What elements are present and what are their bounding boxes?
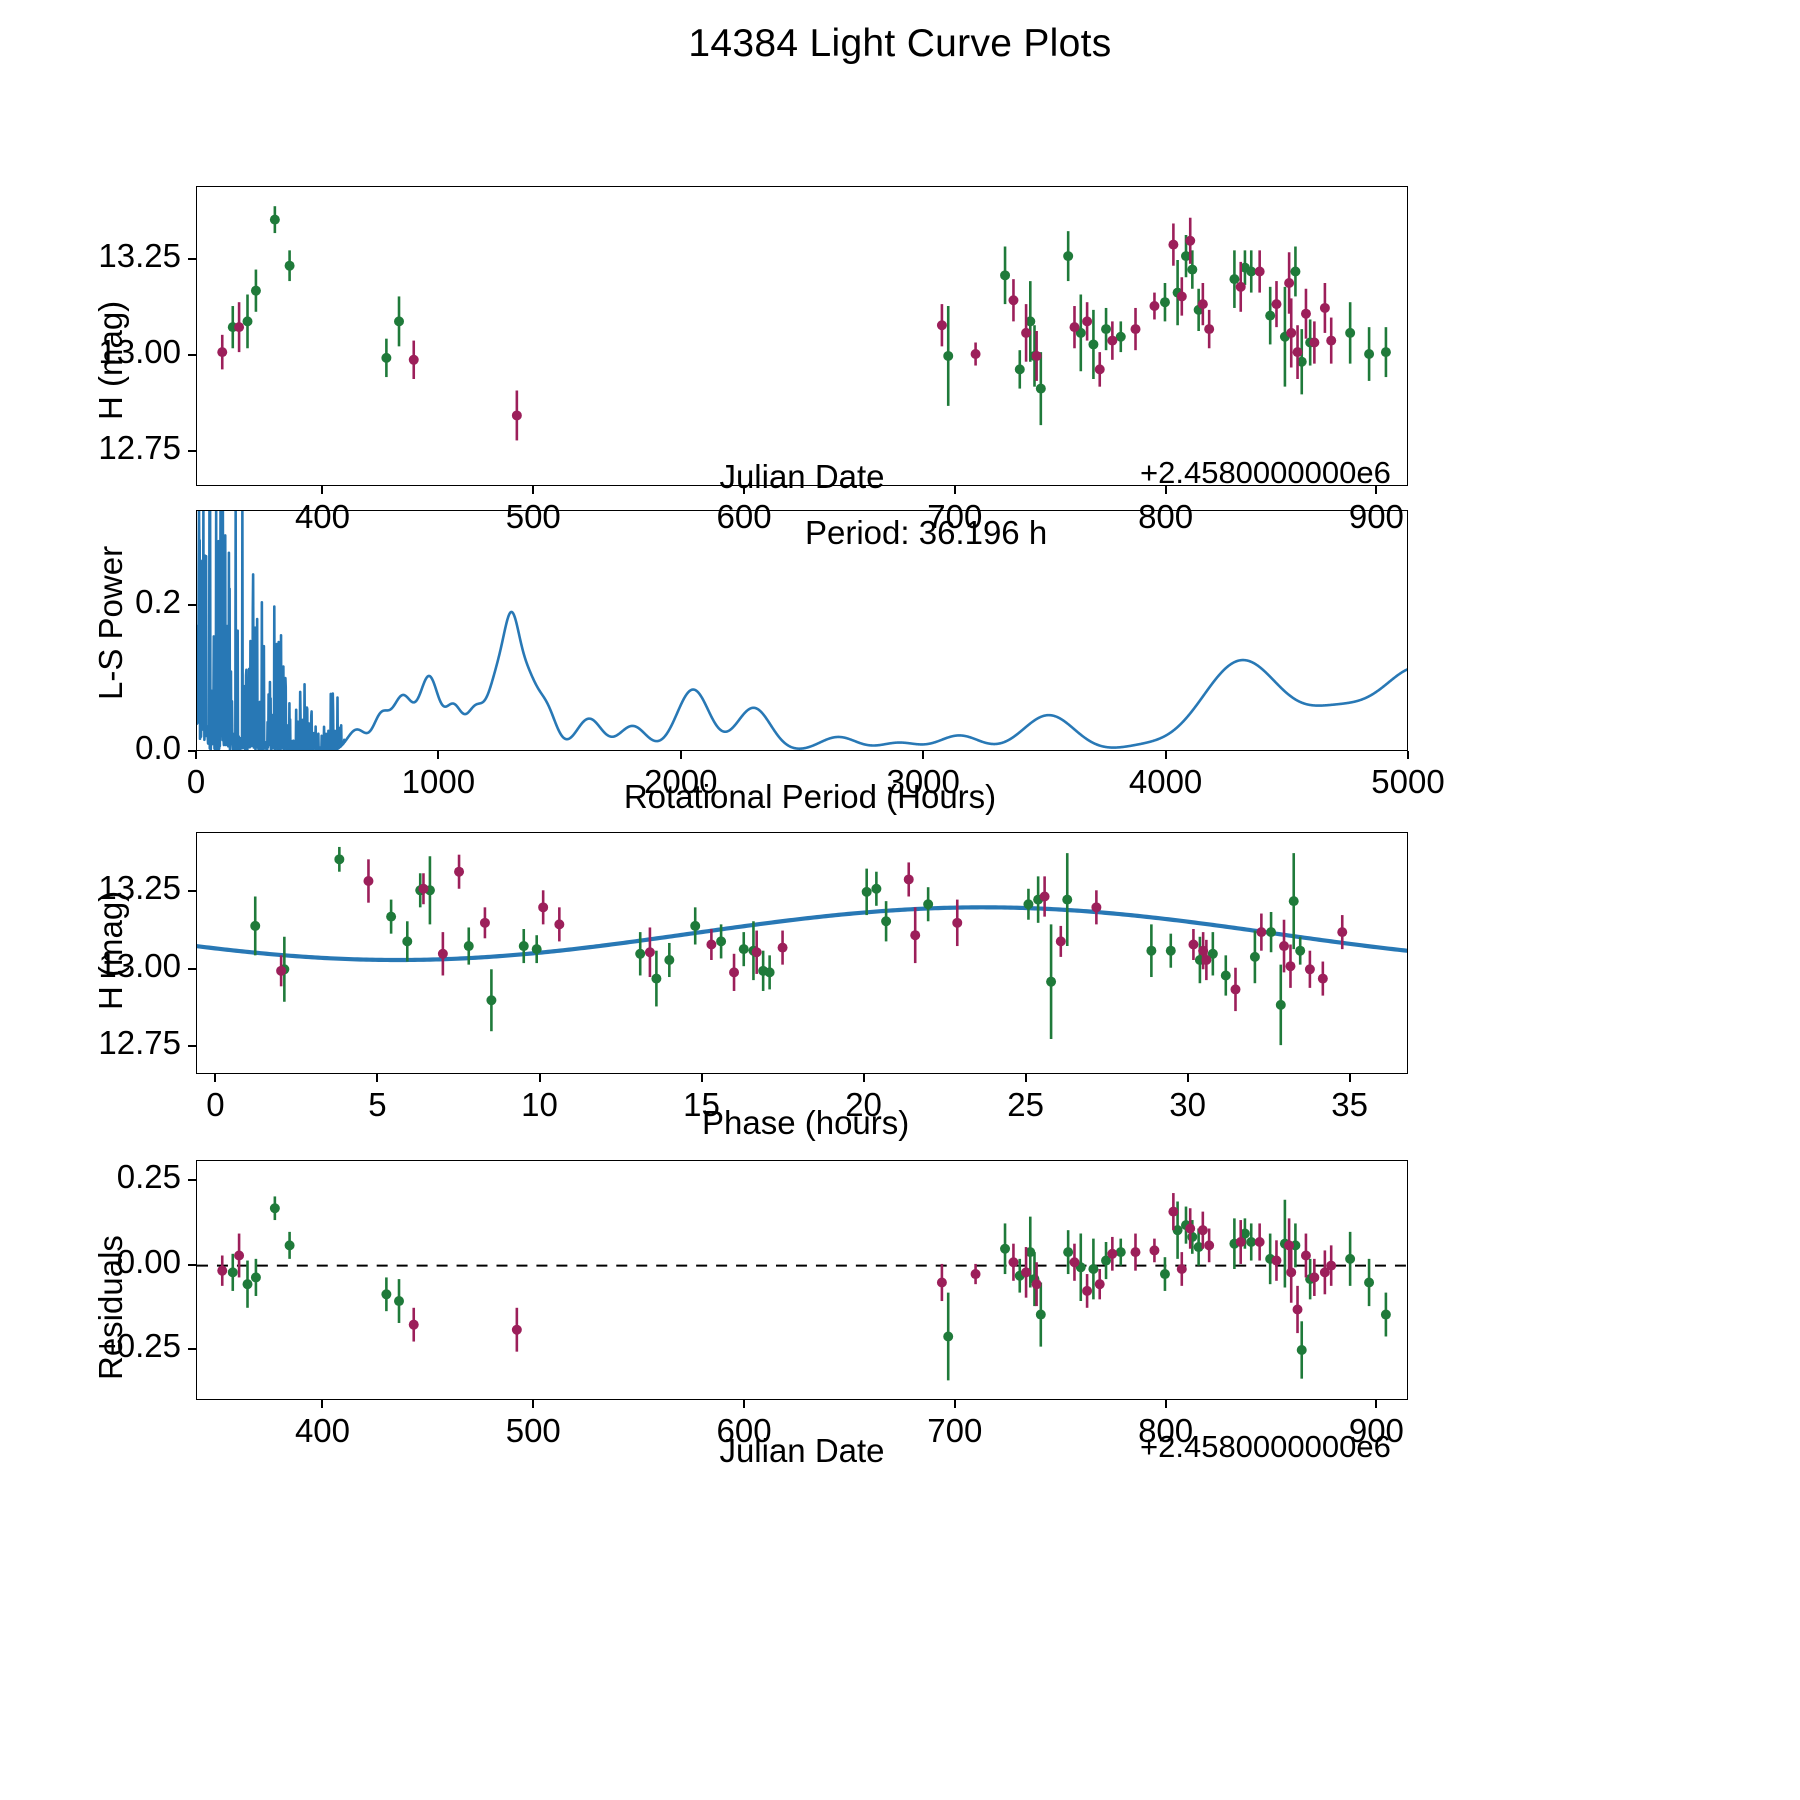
x-tick-label-periodogram-2: 2000	[644, 763, 718, 800]
x-tick-mark	[1164, 486, 1167, 494]
x-tick-label-residuals-1: 500	[505, 1412, 561, 1449]
lightcurve-plot-area	[217, 206, 1391, 441]
y-tick-label-residuals-1: 0.00	[116, 1242, 181, 1280]
y-tick-label-residuals-0: −0.25	[97, 1327, 182, 1365]
x-tick-mark	[195, 751, 197, 759]
axis-label-x-2: Rotational Period (Hours)	[623, 778, 997, 815]
period-annotation: Period: 36.196 h	[805, 514, 1048, 551]
panel-residuals	[196, 1160, 1408, 1400]
x-tick-label-periodogram-0: 0	[186, 763, 206, 800]
x-tick-mark	[953, 1400, 956, 1408]
y-tick-mark	[188, 603, 196, 606]
phase-folded-plot-area	[197, 846, 1407, 1046]
y-tick-label-phase-folded-0: 12.75	[98, 1024, 181, 1062]
x-tick-label-phase-folded-2: 10	[521, 1086, 558, 1123]
x-tick-label-phase-folded-4: 20	[845, 1086, 882, 1123]
x-tick-mark	[1375, 486, 1378, 494]
periodogram-plot-area	[197, 511, 1407, 750]
x-tick-label-periodogram-3: 3000	[886, 763, 960, 800]
axis-offset-4: +2.4580000000e6	[1140, 1429, 1391, 1464]
x-tick-mark	[1375, 1400, 1378, 1408]
y-tick-mark	[188, 1263, 196, 1266]
x-tick-label-phase-folded-3: 15	[683, 1086, 720, 1123]
x-tick-mark	[437, 751, 440, 759]
page-title: 14384 Light Curve Plots	[688, 22, 1112, 65]
series-green	[227, 1196, 1391, 1381]
y-tick-label-lightcurve-2: 13.25	[98, 237, 181, 275]
residuals-plot-area	[197, 1193, 1407, 1381]
x-tick-label-lightcurve-0: 400	[294, 498, 350, 535]
x-tick-mark	[321, 486, 324, 494]
x-tick-mark	[922, 751, 925, 759]
x-tick-label-phase-folded-6: 30	[1169, 1086, 1206, 1123]
y-tick-label-phase-folded-2: 13.25	[98, 868, 181, 906]
axis-offset-1: +2.4580000000e6	[1140, 455, 1391, 490]
x-tick-mark	[1164, 1400, 1167, 1408]
y-tick-label-lightcurve-0: 12.75	[98, 429, 181, 467]
series-green	[250, 846, 1306, 1046]
axis-label-x-3: Phase (hours)	[702, 1104, 910, 1141]
series-magenta	[217, 217, 1337, 441]
x-tick-mark	[214, 1074, 217, 1082]
x-tick-mark	[743, 486, 746, 494]
y-tick-mark	[188, 1179, 196, 1182]
panel-periodogram	[196, 510, 1408, 751]
x-tick-label-residuals-5: 900	[1348, 1412, 1404, 1449]
x-tick-label-periodogram-4: 4000	[1128, 763, 1203, 800]
x-tick-mark	[953, 486, 956, 494]
x-tick-mark	[1164, 751, 1167, 759]
y-tick-mark	[188, 1045, 196, 1048]
x-tick-mark	[532, 1400, 535, 1408]
y-tick-label-periodogram-0: 0.0	[135, 729, 181, 766]
x-tick-label-residuals-2: 600	[716, 1412, 772, 1449]
x-tick-mark	[538, 1074, 541, 1082]
x-tick-mark	[679, 751, 682, 759]
y-tick-label-phase-folded-1: 13.00	[98, 946, 181, 984]
x-tick-label-phase-folded-0: 0	[206, 1086, 225, 1123]
y-tick-mark	[188, 258, 196, 261]
y-tick-mark	[188, 750, 196, 752]
x-tick-label-lightcurve-2: 600	[716, 498, 772, 535]
panel-phase-folded	[196, 832, 1408, 1074]
axis-label-x-4: Julian Date	[719, 1432, 885, 1469]
x-tick-mark	[1024, 1074, 1027, 1082]
y-tick-mark	[188, 450, 196, 453]
panel-lightcurve	[196, 186, 1408, 486]
y-tick-label-periodogram-1: 0.2	[135, 582, 181, 620]
y-tick-label-residuals-2: 0.25	[116, 1158, 181, 1196]
x-tick-label-lightcurve-5: 900	[1348, 498, 1404, 535]
x-tick-mark	[862, 1074, 865, 1082]
x-tick-mark	[532, 486, 535, 494]
series-magenta	[276, 854, 1348, 1012]
x-tick-label-residuals-3: 700	[927, 1412, 983, 1449]
x-tick-mark	[743, 1400, 746, 1408]
x-tick-label-lightcurve-1: 500	[505, 498, 561, 535]
y-tick-label-lightcurve-1: 13.00	[98, 333, 181, 371]
x-tick-label-periodogram-1: 1000	[401, 763, 476, 800]
x-tick-mark	[700, 1074, 703, 1082]
series-magenta	[217, 1193, 1337, 1352]
x-tick-mark	[1348, 1074, 1351, 1082]
x-tick-label-periodogram-5: 5000	[1371, 763, 1445, 800]
x-tick-mark	[321, 1400, 324, 1408]
x-tick-mark	[1186, 1074, 1189, 1082]
x-tick-mark	[1407, 751, 1409, 759]
x-tick-label-lightcurve-4: 800	[1138, 498, 1194, 535]
y-tick-mark	[188, 967, 196, 970]
x-tick-label-lightcurve-3: 700	[927, 498, 983, 535]
y-tick-mark	[188, 889, 196, 892]
series-green	[227, 206, 1391, 426]
x-tick-label-residuals-0: 400	[294, 1412, 350, 1449]
x-tick-label-phase-folded-5: 25	[1007, 1086, 1044, 1123]
x-tick-label-phase-folded-7: 35	[1331, 1086, 1369, 1123]
y-tick-mark	[188, 1348, 196, 1351]
axis-label-x-1: Julian Date	[719, 458, 885, 495]
axis-label-y-2: L-S Power	[92, 545, 129, 700]
x-tick-mark	[376, 1074, 379, 1082]
x-tick-label-phase-folded-1: 5	[368, 1086, 387, 1123]
x-tick-label-residuals-4: 800	[1138, 1412, 1194, 1449]
y-tick-mark	[188, 354, 196, 357]
